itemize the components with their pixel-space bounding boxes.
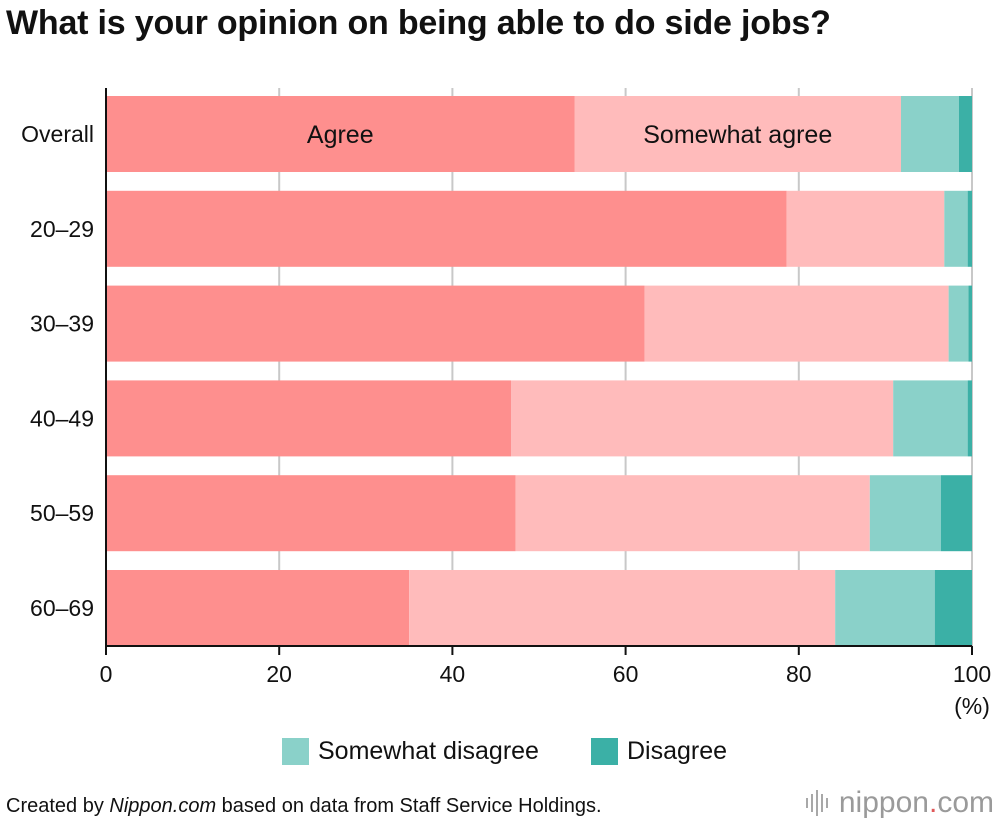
inline-labels: Agree Somewhat agree <box>307 121 832 149</box>
x-axis: 0 20 40 60 80 100 (%) <box>100 88 991 719</box>
bar-60–69-somewhat-disagree <box>835 570 935 646</box>
nippon-logo: nippon. com <box>805 786 994 820</box>
x-tick-label-100: 100 <box>953 661 991 687</box>
bar-Overall-somewhat-agree <box>574 96 901 172</box>
bar-60–69-somewhat-agree <box>409 570 836 646</box>
x-axis-unit: (%) <box>954 693 990 719</box>
y-label-30–39: 30–39 <box>30 311 94 337</box>
x-tick-label-60: 60 <box>613 661 639 687</box>
bar-Overall-somewhat-disagree <box>900 96 960 172</box>
legend-item-somewhat-disagree: Somewhat disagree <box>282 737 539 766</box>
credit-suffix: based on data from Staff Service Holding… <box>216 795 602 817</box>
y-label-50–59: 50–59 <box>30 500 94 526</box>
sound-bars-icon <box>805 789 831 817</box>
bar-20–29-somewhat-disagree <box>944 190 968 267</box>
bar-50–59-somewhat-disagree <box>869 475 941 552</box>
y-axis-labels: Overall 20–29 30–39 40–49 50–59 60–69 <box>21 121 94 621</box>
bar-20–29-disagree <box>967 190 972 267</box>
bar-40–49-somewhat-disagree <box>893 380 968 457</box>
legend: Somewhat disagree Disagree <box>282 737 779 766</box>
bar-30–39-somewhat-disagree <box>948 285 969 362</box>
x-tick-label-40: 40 <box>440 661 466 687</box>
bar-20–29-somewhat-agree <box>786 190 945 267</box>
legend-item-disagree: Disagree <box>590 737 728 766</box>
x-tick-label-20: 20 <box>266 661 292 687</box>
bar-20–29-agree <box>106 190 787 267</box>
y-label-Overall: Overall <box>21 121 94 147</box>
credit-source: Nippon.com <box>109 795 217 817</box>
x-tick-label-80: 80 <box>786 661 812 687</box>
bar-40–49-disagree <box>967 380 972 457</box>
logo-tld: com <box>937 786 994 819</box>
bars <box>106 96 972 646</box>
source-credit: Created by Nippon.com based on data from… <box>6 795 602 818</box>
y-label-60–69: 60–69 <box>30 595 94 621</box>
legend-swatch-disagree <box>590 738 618 765</box>
bar-60–69-disagree <box>934 570 972 646</box>
logo-dot: . <box>928 786 938 819</box>
credit-prefix: Created by <box>6 795 110 817</box>
inline-label-agree: Agree <box>307 121 374 149</box>
inline-label-somewhat-agree: Somewhat agree <box>643 121 832 149</box>
gridlines <box>278 88 973 646</box>
logo-name: nippon <box>838 786 929 819</box>
bar-40–49-agree <box>106 380 512 457</box>
bar-Overall-agree <box>106 96 575 172</box>
bar-Overall-disagree <box>959 96 972 172</box>
chart-title: What is your opinion on being able to do… <box>6 4 831 42</box>
bar-40–49-somewhat-agree <box>511 380 894 457</box>
bar-30–39-disagree <box>968 285 972 362</box>
legend-label-somewhat-disagree: Somewhat disagree <box>318 737 539 765</box>
bar-30–39-somewhat-agree <box>644 285 949 362</box>
bar-60–69-agree <box>106 570 410 646</box>
y-label-40–49: 40–49 <box>30 405 94 431</box>
y-label-20–29: 20–29 <box>30 216 94 242</box>
legend-swatch-somewhat-disagree <box>282 738 309 765</box>
bar-50–59-agree <box>106 475 516 552</box>
bar-50–59-disagree <box>940 475 972 552</box>
bar-50–59-somewhat-agree <box>515 475 870 552</box>
x-tick-label-0: 0 <box>100 661 113 687</box>
stacked-bar-chart: Agree Somewhat agree Overall 20–29 30–39 40–… <box>21 88 991 719</box>
legend-label-disagree: Disagree <box>626 737 728 765</box>
bar-30–39-agree <box>106 285 645 362</box>
